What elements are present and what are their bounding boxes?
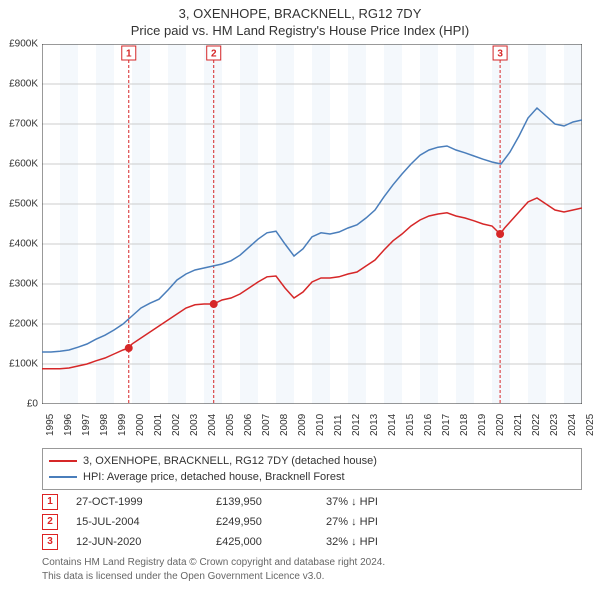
x-tick-label: 2018 xyxy=(459,414,470,436)
transaction-marker: 2 xyxy=(42,514,58,530)
transaction-price: £425,000 xyxy=(216,536,326,548)
x-tick-label: 2012 xyxy=(351,414,362,436)
chart-plot-area: 1 2 3 xyxy=(42,44,582,404)
x-tick-label: 1998 xyxy=(99,414,110,436)
chart-svg: 1 2 3 xyxy=(42,44,582,404)
x-tick-label: 1995 xyxy=(45,414,56,436)
x-tick-label: 2017 xyxy=(441,414,452,436)
x-tick-label: 2005 xyxy=(225,414,236,436)
x-tick-label: 2022 xyxy=(531,414,542,436)
x-tick-label: 2003 xyxy=(189,414,200,436)
x-tick-label: 2007 xyxy=(261,414,272,436)
x-tick-label: 2021 xyxy=(513,414,524,436)
legend-row: 3, OXENHOPE, BRACKNELL, RG12 7DY (detach… xyxy=(49,453,575,469)
svg-text:2: 2 xyxy=(211,49,217,60)
transactions-table: 1 27-OCT-1999£139,95037% ↓ HPI 2 15-JUL-200… xyxy=(42,492,582,552)
chart-title-subtitle: Price paid vs. HM Land Registry's House … xyxy=(0,21,600,38)
y-tick-label: £400K xyxy=(9,239,38,250)
legend-label: 3, OXENHOPE, BRACKNELL, RG12 7DY (detach… xyxy=(83,453,377,469)
x-tick-label: 1999 xyxy=(117,414,128,436)
legend-row: HPI: Average price, detached house, Brac… xyxy=(49,469,575,485)
transaction-date: 12-JUN-2020 xyxy=(76,536,216,548)
transaction-row: 3 12-JUN-2020£425,00032% ↓ HPI xyxy=(42,532,582,552)
x-tick-label: 2013 xyxy=(369,414,380,436)
x-tick-label: 2008 xyxy=(279,414,290,436)
svg-text:3: 3 xyxy=(497,49,503,60)
transaction-marker: 3 xyxy=(42,534,58,550)
footer-line-1: Contains HM Land Registry data © Crown c… xyxy=(42,556,582,570)
x-tick-label: 2000 xyxy=(135,414,146,436)
y-tick-label: £300K xyxy=(9,279,38,290)
x-tick-label: 2016 xyxy=(423,414,434,436)
x-tick-label: 2015 xyxy=(405,414,416,436)
x-tick-label: 2011 xyxy=(333,414,344,436)
transaction-date: 15-JUL-2004 xyxy=(76,516,216,528)
y-axis: £0£100K£200K£300K£400K£500K£600K£700K£80… xyxy=(0,44,40,404)
legend: 3, OXENHOPE, BRACKNELL, RG12 7DY (detach… xyxy=(42,448,582,490)
x-tick-label: 2006 xyxy=(243,414,254,436)
legend-label: HPI: Average price, detached house, Brac… xyxy=(83,469,345,485)
transaction-delta: 32% ↓ HPI xyxy=(326,536,446,548)
transaction-delta: 27% ↓ HPI xyxy=(326,516,446,528)
transaction-price: £139,950 xyxy=(216,496,326,508)
x-tick-label: 2023 xyxy=(549,414,560,436)
x-tick-label: 2020 xyxy=(495,414,506,436)
x-tick-label: 2004 xyxy=(207,414,218,436)
svg-text:1: 1 xyxy=(126,49,132,60)
x-tick-label: 2001 xyxy=(153,414,164,436)
y-tick-label: £800K xyxy=(9,79,38,90)
x-axis: 1995 1996 1997 1998 1999 2000 2001 2002 2003 2004… xyxy=(42,406,582,446)
x-tick-label: 2014 xyxy=(387,414,398,436)
y-tick-label: £700K xyxy=(9,119,38,130)
legend-swatch xyxy=(49,460,77,462)
y-tick-label: £0 xyxy=(27,399,38,410)
x-tick-label: 2019 xyxy=(477,414,488,436)
y-tick-label: £600K xyxy=(9,159,38,170)
transaction-row: 2 15-JUL-2004£249,95027% ↓ HPI xyxy=(42,512,582,532)
x-tick-label: 2010 xyxy=(315,414,326,436)
legend-swatch xyxy=(49,476,77,478)
y-tick-label: £100K xyxy=(9,359,38,370)
chart-title-address: 3, OXENHOPE, BRACKNELL, RG12 7DY xyxy=(0,0,600,21)
x-tick-label: 2024 xyxy=(567,414,578,436)
x-tick-label: 2009 xyxy=(297,414,308,436)
transaction-delta: 37% ↓ HPI xyxy=(326,496,446,508)
y-tick-label: £200K xyxy=(9,319,38,330)
x-tick-label: 2002 xyxy=(171,414,182,436)
y-tick-label: £500K xyxy=(9,199,38,210)
x-tick-label: 1996 xyxy=(63,414,74,436)
footer: Contains HM Land Registry data © Crown c… xyxy=(42,556,582,584)
x-tick-label: 1997 xyxy=(81,414,92,436)
x-tick-label: 2025 xyxy=(585,414,596,436)
transaction-row: 1 27-OCT-1999£139,95037% ↓ HPI xyxy=(42,492,582,512)
transaction-price: £249,950 xyxy=(216,516,326,528)
y-tick-label: £900K xyxy=(9,39,38,50)
footer-line-2: This data is licensed under the Open Gov… xyxy=(42,570,582,584)
transaction-date: 27-OCT-1999 xyxy=(76,496,216,508)
transaction-marker: 1 xyxy=(42,494,58,510)
